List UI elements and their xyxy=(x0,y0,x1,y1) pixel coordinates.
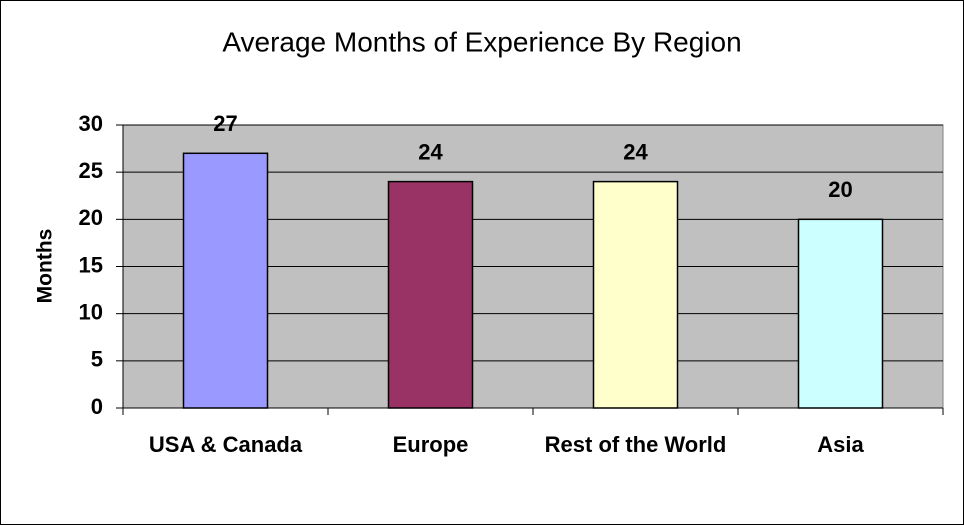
data-label: 24 xyxy=(418,139,443,164)
data-label: 24 xyxy=(623,139,648,164)
y-tick-label: 5 xyxy=(91,347,103,372)
bar xyxy=(797,218,884,409)
data-label: 27 xyxy=(213,111,237,136)
x-tick-label: Asia xyxy=(817,432,864,457)
y-tick-label: 30 xyxy=(79,111,103,136)
y-tick-label: 15 xyxy=(79,252,103,277)
x-tick-label: USA & Canada xyxy=(148,432,303,457)
data-label: 20 xyxy=(828,177,852,202)
y-tick-label: 25 xyxy=(79,158,103,183)
bar xyxy=(592,180,679,409)
x-tick-label: Rest of the World xyxy=(544,432,727,457)
y-tick-label: 10 xyxy=(79,299,103,324)
x-tick-label: Europe xyxy=(392,432,469,457)
y-tick-label: 20 xyxy=(79,205,103,230)
y-axis-label: Months xyxy=(34,229,57,304)
y-tick-label: 0 xyxy=(91,394,103,419)
bar xyxy=(182,152,269,409)
bar xyxy=(387,180,474,409)
chart-title: Average Months of Experience By Region xyxy=(222,26,741,57)
